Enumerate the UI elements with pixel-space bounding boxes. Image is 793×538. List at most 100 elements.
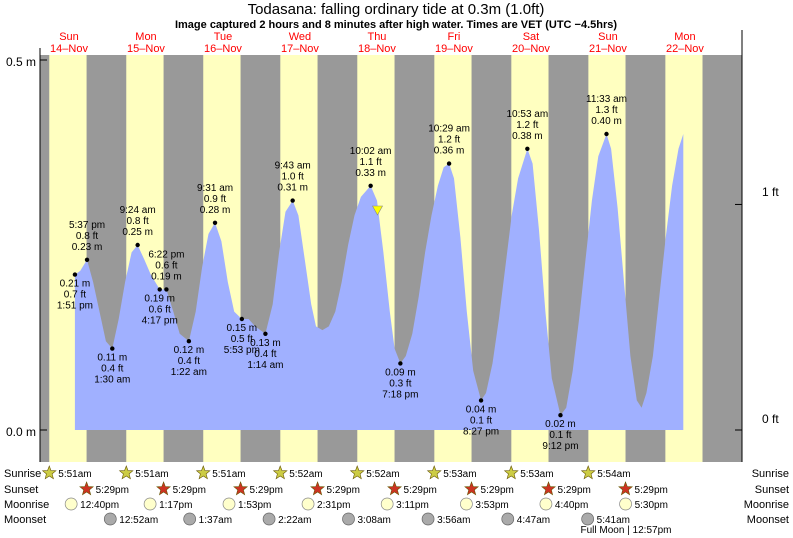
moonrise-icon	[301, 497, 315, 511]
row-label-left: Moonset	[4, 514, 46, 526]
moonrise-time: 5:30pm	[635, 500, 668, 511]
sunrise-time: 5:53am	[520, 469, 553, 480]
right-axis-label-bottom: 0 ft	[762, 412, 779, 426]
row-label-left: Moonrise	[4, 499, 49, 511]
extreme-label: 5:53 pm	[224, 345, 260, 356]
extreme-label: 0.6 ft	[149, 304, 171, 315]
day-of-week-label: Sun	[59, 31, 79, 43]
extreme-label: 1.2 ft	[516, 120, 538, 131]
extreme-point	[186, 339, 192, 344]
extreme-label: 11:33 am	[586, 94, 627, 105]
extreme-point	[525, 146, 530, 151]
extreme-label: 0.40 m	[591, 116, 622, 127]
axes: 0.5 m 0.0 m 1 ft 0 ft	[6, 30, 779, 462]
extreme-label: 0.8 ft	[76, 231, 98, 242]
tide-area	[74, 134, 684, 430]
moonrise-time: 1:53pm	[238, 500, 271, 511]
extreme-point	[263, 331, 268, 336]
row-label-right: Sunset	[755, 484, 789, 496]
left-axis-label-bottom: 0.0 m	[6, 425, 36, 439]
moonset-time: 4:47am	[517, 515, 550, 526]
sunrise-time: 5:51am	[135, 469, 168, 480]
sunrise-time: 5:51am	[212, 469, 245, 480]
extreme-label: 0.15 m	[227, 323, 258, 334]
extreme-label: 9:31 am	[197, 183, 233, 194]
extreme-label: 0.04 m	[466, 404, 497, 415]
extreme-label: 0.31 m	[277, 183, 308, 194]
current-tide-marker	[371, 205, 384, 216]
extreme-label: 0.28 m	[200, 205, 231, 216]
day-of-week-label: Thu	[367, 31, 386, 43]
sunset-icon	[541, 481, 557, 496]
extreme-label: 9:24 am	[120, 205, 156, 216]
extreme-label: 0.09 m	[385, 367, 416, 378]
date-label: 21–Nov	[589, 43, 627, 55]
extreme-point	[84, 257, 90, 262]
extreme-label: 0.33 m	[355, 168, 386, 179]
sunset-time: 5:29pm	[558, 485, 591, 496]
moonset-icon	[501, 512, 515, 526]
day-of-week-label: Sun	[598, 31, 618, 43]
extreme-point	[558, 413, 563, 418]
extreme-label: 0.9 ft	[204, 194, 226, 205]
sunrise-time: 5:53am	[443, 469, 476, 480]
day-of-week-label: Tue	[214, 31, 233, 43]
moonset-icon	[421, 512, 435, 526]
moonrise-time: 3:53pm	[475, 500, 508, 511]
moonset-icon	[103, 512, 117, 526]
sunrise-icon	[118, 465, 134, 480]
sunrise-time: 5:52am	[289, 469, 322, 480]
moonset-icon	[262, 512, 276, 526]
moonset-time: 2:22am	[278, 515, 311, 526]
extreme-point	[239, 316, 245, 322]
extreme-label: 0.4 ft	[101, 364, 123, 375]
extreme-label: 0.25 m	[122, 227, 153, 238]
moonrise-icon	[380, 497, 394, 511]
moonset-time: 3:56am	[437, 515, 470, 526]
row-label-left: Sunrise	[4, 468, 41, 480]
sunset-icon	[79, 481, 95, 496]
sunrise-icon	[349, 465, 365, 480]
moonset-time: 12:52am	[119, 515, 158, 526]
sunset-icon	[233, 481, 249, 496]
extreme-label: 1:51 pm	[57, 301, 93, 312]
right-axis-label-top: 1 ft	[762, 185, 779, 199]
moonrise-icon	[64, 497, 78, 511]
extreme-label: 0.23 m	[72, 242, 103, 253]
extreme-label: 0.12 m	[174, 345, 205, 356]
sunset-time: 5:29pm	[250, 485, 283, 496]
date-label: 22–Nov	[666, 43, 704, 55]
extreme-point	[72, 272, 78, 277]
sunset-time: 5:29pm	[96, 485, 129, 496]
moonrise-icon	[143, 497, 157, 511]
date-label: 14–Nov	[50, 43, 88, 55]
sunrise-time: 5:51am	[58, 469, 91, 480]
date-label: 15–Nov	[127, 43, 165, 55]
date-label: 20–Nov	[512, 43, 550, 55]
chart-subtitle: Image captured 2 hours and 8 minutes aft…	[175, 19, 617, 31]
extreme-label: 9:43 am	[275, 161, 311, 172]
date-label: 19–Nov	[435, 43, 473, 55]
moonset-time: 1:37am	[199, 515, 232, 526]
extreme-label: 1:22 am	[171, 367, 207, 378]
extreme-label: 0.8 ft	[127, 216, 149, 227]
moonrise-time: 1:17pm	[159, 500, 192, 511]
moonset-icon	[183, 512, 197, 526]
extreme-point	[446, 161, 452, 166]
date-label: 18–Nov	[358, 43, 396, 55]
sunrise-icon	[580, 465, 596, 480]
sunset-time: 5:29pm	[404, 485, 437, 496]
moonrise-time: 4:40pm	[555, 500, 588, 511]
sunrise-icon	[503, 465, 519, 480]
extreme-label: 0.4 ft	[254, 349, 276, 360]
extreme-label: 0.3 ft	[389, 378, 411, 389]
extreme-label: 8:27 pm	[463, 426, 499, 437]
extreme-label: 1.2 ft	[438, 135, 460, 146]
extreme-label: 7:18 pm	[382, 389, 418, 400]
tide-curve	[74, 134, 684, 430]
extreme-label: 0.7 ft	[64, 290, 86, 301]
extreme-label: 0.36 m	[434, 146, 465, 157]
extreme-label: 0.02 m	[545, 419, 576, 430]
extreme-label: 6:22 pm	[148, 249, 184, 260]
extreme-point	[110, 346, 115, 351]
